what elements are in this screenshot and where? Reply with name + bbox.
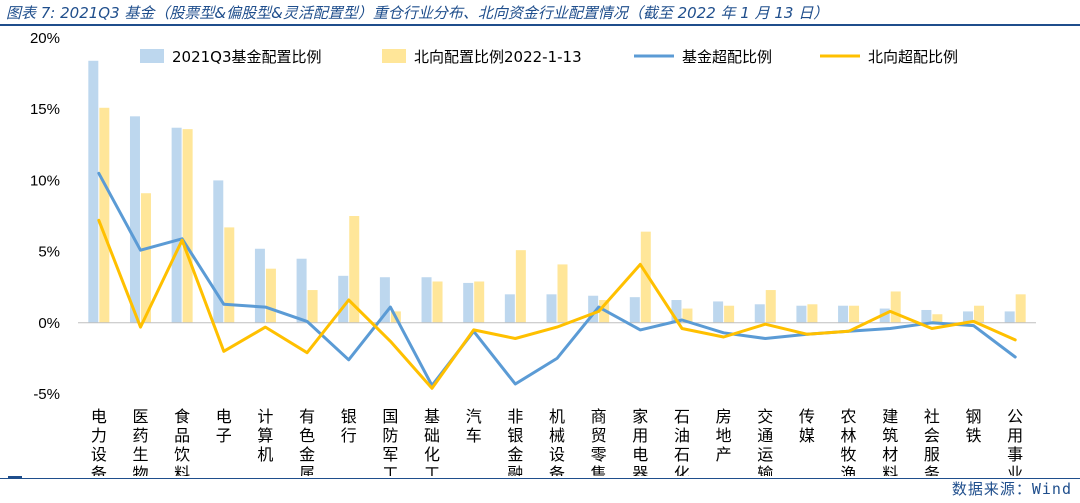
northbound-bar-5 bbox=[307, 290, 318, 323]
northbound-bar-3 bbox=[224, 227, 235, 323]
x-axis-labels: 电力设备 医药生物 食品饮料 电子 计算机 有色金属 银行 国防军工 基础化工 汽车 非银金融 机械设… bbox=[91, 407, 1023, 476]
fund-bar-20 bbox=[921, 309, 932, 323]
legend-label: 北向超配比例 bbox=[868, 48, 958, 66]
northbound-bar-2 bbox=[182, 129, 193, 323]
fund-bar-18 bbox=[838, 305, 849, 323]
x-tick-label: 国防军工 bbox=[382, 407, 398, 476]
x-tick-label: 非银金融 bbox=[507, 407, 523, 476]
legend-label: 2021Q3基金配置比例 bbox=[172, 48, 322, 66]
fund-overweight-line bbox=[97, 171, 1017, 387]
fund-bar-5 bbox=[296, 258, 307, 323]
northbound-bar-19 bbox=[890, 291, 901, 323]
y-tick-label: 10% bbox=[30, 172, 60, 189]
source-note: 数据来源：Wind bbox=[951, 480, 1072, 498]
x-tick-label: 公用事业 bbox=[1007, 407, 1023, 476]
x-tick-label: 房地产 bbox=[716, 407, 732, 464]
fund-bar-15 bbox=[713, 301, 724, 323]
x-tick-label: 商贸零售 bbox=[591, 407, 607, 476]
x-tick-label: 电力设备 bbox=[91, 407, 107, 476]
fund-bar-2 bbox=[171, 127, 182, 323]
x-tick-label: 汽车 bbox=[466, 407, 482, 445]
northbound-bar-0 bbox=[99, 107, 110, 323]
fund-bar-9 bbox=[463, 282, 474, 323]
chart: -5% 0% 5% 10% 15% 20% 电力设备 医药生物 食品饮料 电子 计算机 有色金属 银行… bbox=[30, 30, 1036, 476]
legend-item: 2021Q3基金配置比例 bbox=[140, 48, 322, 66]
fund-bar-17 bbox=[796, 305, 807, 323]
y-tick-label: 15% bbox=[30, 101, 60, 118]
x-tick-label: 银行 bbox=[341, 407, 357, 445]
x-tick-label: 医药生物 bbox=[132, 407, 148, 476]
northbound-bar-8 bbox=[432, 281, 443, 323]
northbound-bar-6 bbox=[349, 216, 360, 323]
x-tick-label: 基础化工 bbox=[424, 407, 440, 476]
x-tick-label: 家用电器 bbox=[632, 407, 648, 476]
fund-bar-4 bbox=[254, 248, 265, 323]
northbound-bar-15 bbox=[724, 305, 735, 323]
northbound-bar-14 bbox=[682, 308, 693, 323]
x-tick-label: 建筑材料 bbox=[882, 407, 898, 476]
northbound-bar-22 bbox=[1015, 294, 1026, 323]
fund-bar-12 bbox=[588, 295, 599, 323]
legend-item: 北向配置比例2022-1-13 bbox=[382, 48, 582, 66]
legend: 2021Q3基金配置比例 北向配置比例2022-1-13 基金超配比例 北向超配比例 bbox=[140, 48, 958, 66]
northbound-bar-9 bbox=[474, 281, 485, 323]
fund-bar-11 bbox=[546, 294, 557, 323]
title-bar: 图表 7: 2021Q3 基金（股票型&偏股型&灵活配置型）重仓行业分布、北向资… bbox=[0, 0, 1080, 26]
fund-bar-16 bbox=[754, 304, 765, 323]
fund-bar-8 bbox=[421, 277, 432, 323]
y-tick-label: 0% bbox=[38, 315, 60, 332]
x-tick-label: 石油石化 bbox=[674, 407, 690, 476]
fund-bar-3 bbox=[213, 180, 224, 323]
fund-bar-0 bbox=[88, 60, 99, 323]
bars bbox=[88, 60, 1026, 323]
x-tick-label: 机械设备 bbox=[549, 407, 565, 476]
footer-rule-mark bbox=[8, 476, 22, 479]
northbound-bar-13 bbox=[640, 231, 651, 323]
northbound-bar-17 bbox=[807, 304, 818, 323]
northbound-bar-4 bbox=[265, 268, 276, 323]
fund-bar-13 bbox=[629, 297, 640, 323]
fund-bar-6 bbox=[338, 275, 349, 323]
y-tick-label: -5% bbox=[33, 386, 60, 403]
y-axis: -5% 0% 5% 10% 15% 20% bbox=[30, 30, 60, 403]
northbound-bar-21 bbox=[974, 305, 985, 323]
legend-label: 基金超配比例 bbox=[682, 48, 772, 66]
chart-title: 图表 7: 2021Q3 基金（股票型&偏股型&灵活配置型）重仓行业分布、北向资… bbox=[6, 4, 829, 22]
legend-label: 北向配置比例2022-1-13 bbox=[414, 48, 582, 66]
x-tick-label: 农林牧渔 bbox=[841, 407, 857, 476]
fund-bar-21 bbox=[963, 311, 974, 323]
x-tick-label: 钢铁 bbox=[966, 407, 982, 445]
fund-bar-14 bbox=[671, 300, 682, 323]
x-tick-label: 电子 bbox=[216, 407, 232, 445]
northbound-bar-1 bbox=[140, 193, 151, 323]
fund-bar-1 bbox=[129, 116, 140, 323]
x-tick-label: 食品饮料 bbox=[174, 407, 190, 476]
x-tick-label: 社会服务 bbox=[924, 407, 940, 476]
fund-bar-22 bbox=[1004, 311, 1015, 323]
x-tick-label: 计算机 bbox=[257, 407, 273, 464]
x-tick-label: 传媒 bbox=[799, 407, 815, 445]
northbound-bar-11 bbox=[557, 264, 568, 323]
y-tick-label: 20% bbox=[30, 30, 60, 47]
legend-item: 基金超配比例 bbox=[634, 48, 772, 66]
northbound-bar-20 bbox=[932, 314, 943, 323]
northbound-bar-16 bbox=[765, 290, 776, 323]
x-tick-label: 有色金属 bbox=[299, 407, 315, 476]
northbound-overweight-line bbox=[97, 218, 1017, 390]
northbound-bar-10 bbox=[515, 250, 526, 323]
fund-bar-7 bbox=[379, 277, 390, 323]
legend-item: 北向超配比例 bbox=[820, 48, 958, 66]
lines bbox=[97, 171, 1017, 390]
northbound-bar-18 bbox=[849, 305, 860, 323]
y-tick-label: 5% bbox=[38, 244, 60, 261]
x-tick-label: 交通运输 bbox=[757, 407, 773, 476]
footer-rule bbox=[0, 478, 1080, 479]
fund-bar-10 bbox=[504, 294, 515, 323]
